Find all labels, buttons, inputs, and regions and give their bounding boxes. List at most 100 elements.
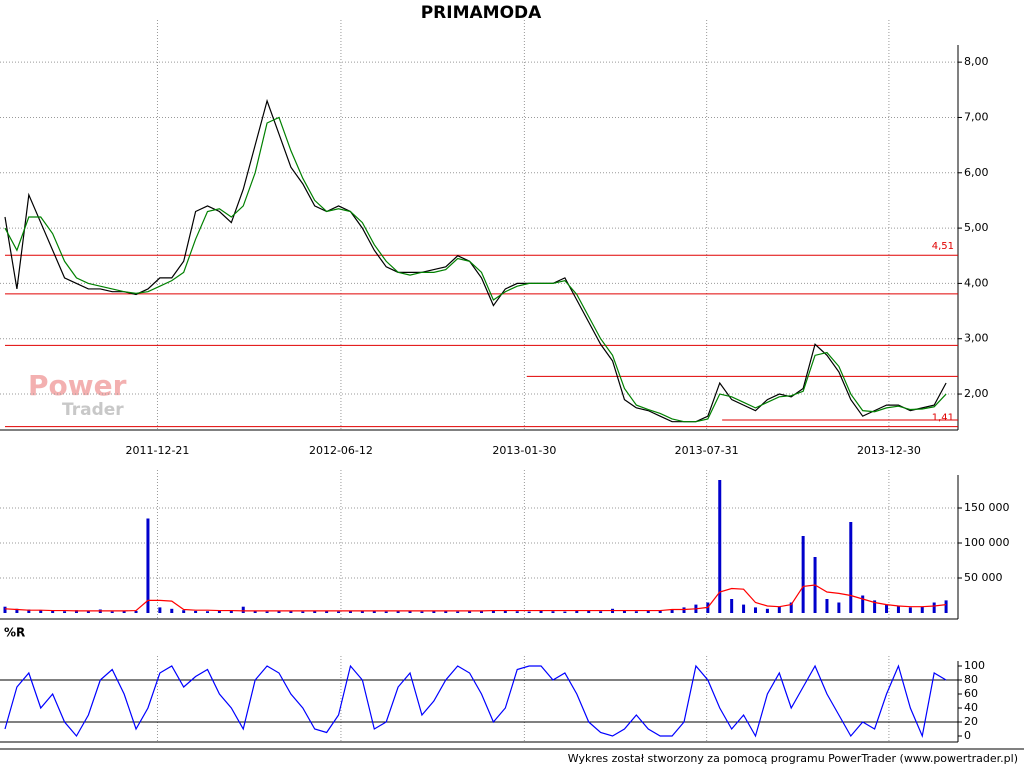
bar (563, 611, 567, 613)
bar (74, 610, 78, 613)
bar (110, 611, 114, 613)
y-tick-label: 6,00 (964, 166, 989, 179)
bar (515, 611, 519, 613)
y-tick-label: 60 (964, 687, 978, 700)
chart-title: PRIMAMODA (421, 3, 542, 23)
level-label: 1,41 (932, 413, 954, 424)
y-tick-label: 20 (964, 715, 978, 728)
bar (789, 602, 793, 613)
bar (170, 608, 174, 613)
x-tick-label: 2013-12-30 (857, 444, 921, 457)
y-tick-label: 2,00 (964, 387, 989, 400)
bar (15, 608, 19, 613)
bar (908, 607, 912, 613)
bar (730, 599, 734, 613)
bar (539, 610, 543, 613)
bar (63, 611, 67, 613)
bar (241, 606, 245, 613)
bar (599, 611, 603, 613)
bar (587, 610, 591, 613)
bar (301, 611, 305, 613)
bar (849, 522, 853, 613)
y-tick-label: 7,00 (964, 110, 989, 123)
y-tick-label: 100 (964, 659, 985, 672)
y-tick-label: 0 (964, 729, 971, 742)
bar (206, 611, 210, 613)
y-tick-label: 100 000 (964, 536, 1010, 549)
bar (313, 611, 317, 613)
bar (456, 611, 460, 613)
bar (837, 602, 841, 613)
bar (503, 610, 507, 613)
y-tick-label: 50 000 (964, 571, 1003, 584)
bar (348, 611, 352, 613)
series-line (4, 116, 947, 423)
x-tick-label: 2013-07-31 (675, 444, 739, 457)
bar (289, 610, 293, 613)
bar (718, 480, 722, 613)
x-tick-label: 2013-01-30 (492, 444, 556, 457)
bar (861, 595, 865, 613)
y-tick-label: 8,00 (964, 55, 989, 68)
bar (360, 610, 364, 613)
bar (253, 610, 257, 613)
watermark: Trader (62, 400, 124, 420)
bar (634, 611, 638, 613)
panel-title: %R (4, 626, 25, 640)
bar (777, 606, 781, 613)
bar (765, 608, 769, 613)
bar (468, 610, 472, 613)
level-label: 4,51 (932, 241, 954, 252)
bar (158, 607, 162, 613)
bar (932, 602, 936, 613)
bar (682, 607, 686, 613)
bar (420, 611, 424, 613)
bar (944, 600, 948, 613)
y-tick-label: 150 000 (964, 501, 1010, 514)
x-tick-label: 2012-06-12 (309, 444, 373, 457)
y-tick-label: 80 (964, 673, 978, 686)
bar (182, 610, 186, 613)
bar (122, 610, 126, 613)
bar (658, 610, 662, 613)
bar (3, 606, 7, 613)
footer: Wykres został stworzony za pomocą progra… (568, 752, 1018, 765)
bar (920, 606, 924, 613)
bar (27, 609, 31, 613)
bar (885, 604, 889, 613)
bar (146, 518, 150, 613)
bar (265, 611, 269, 613)
y-tick-label: 5,00 (964, 221, 989, 234)
bar (134, 610, 138, 613)
bar (229, 610, 233, 613)
bar (873, 600, 877, 613)
bar (801, 536, 805, 613)
series-line (4, 664, 947, 739)
bar (396, 610, 400, 613)
bar (444, 611, 448, 613)
bar (527, 611, 531, 613)
bar (551, 611, 555, 613)
bar (408, 611, 412, 613)
series-line (4, 98, 947, 423)
bar (480, 611, 483, 613)
bar (51, 610, 55, 613)
series-line (4, 584, 947, 612)
bar (39, 610, 43, 613)
bar (325, 610, 329, 613)
bar (575, 610, 579, 613)
bar (825, 599, 829, 613)
bar (384, 611, 388, 613)
bar (432, 610, 436, 613)
y-tick-label: 40 (964, 701, 978, 714)
bar (742, 604, 746, 613)
bar (86, 610, 90, 613)
bar (753, 607, 757, 613)
bar (337, 611, 341, 613)
bar (646, 610, 650, 613)
bar (896, 606, 900, 613)
watermark: Power (28, 369, 127, 402)
bar (622, 610, 626, 613)
